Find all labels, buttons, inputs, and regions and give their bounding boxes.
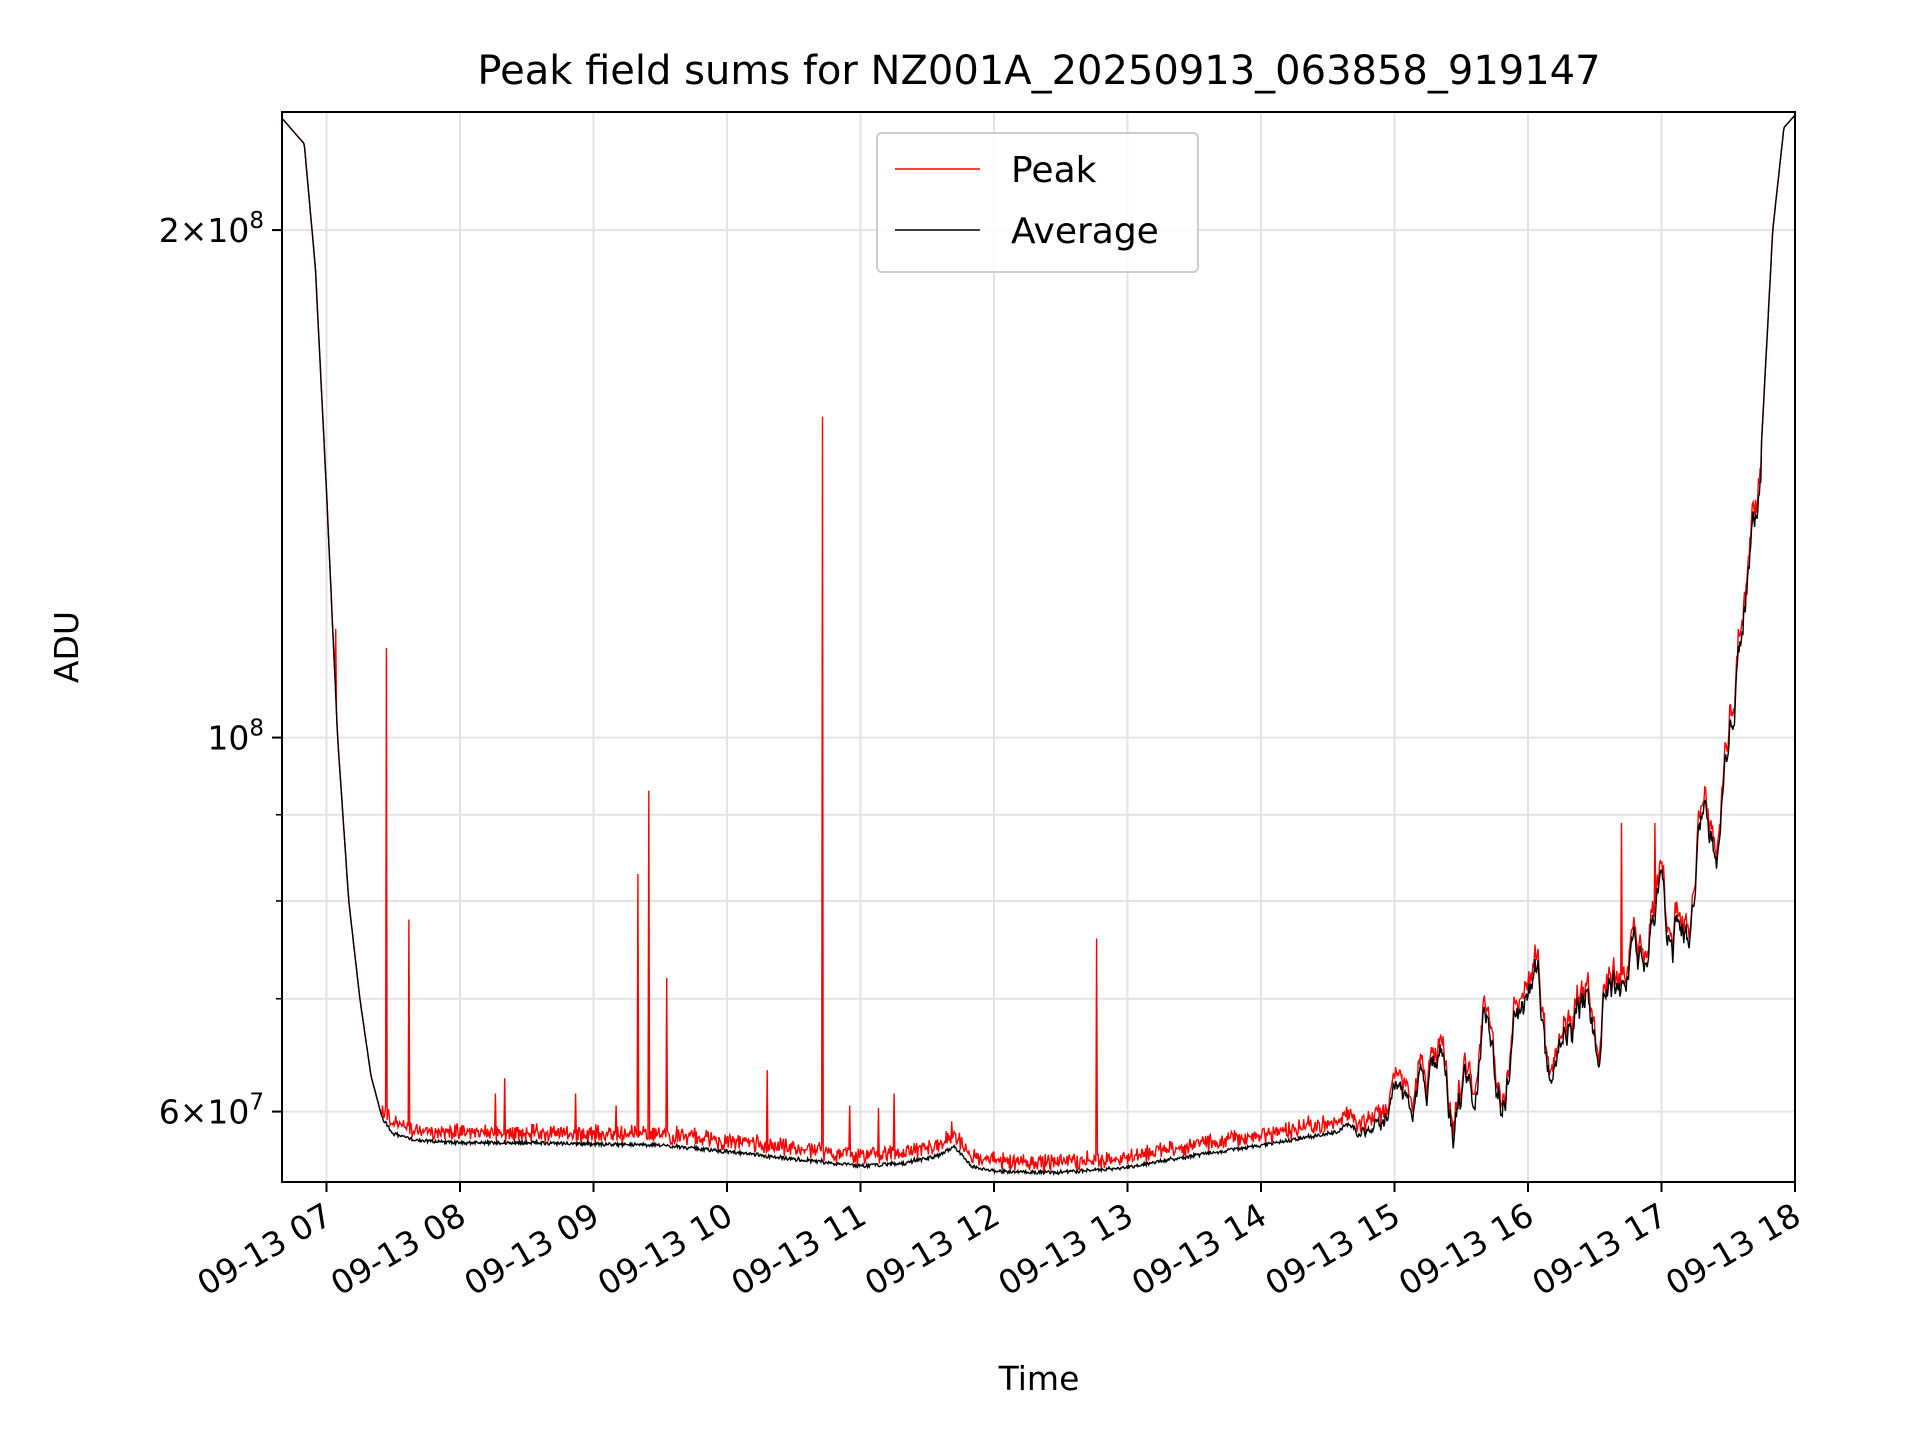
series-line-average [282, 115, 1795, 1177]
chart-title: Peak field sums for NZ001A_20250913_0638… [477, 48, 1600, 94]
y-tick-label: 2×108 [159, 208, 264, 250]
series-line-peak [282, 115, 1795, 1172]
plot-frame [281, 111, 1796, 1183]
y-axis: 2×108 108 6×107 [159, 208, 282, 1132]
y-tick-label: 6×107 [159, 1090, 264, 1132]
legend-label-peak: Peak [1011, 150, 1097, 191]
grid [282, 112, 1796, 1182]
y-axis-title: ADU [47, 611, 86, 683]
legend-box [876, 132, 1199, 273]
legend-label-average: Average [1011, 211, 1159, 252]
series-layer [282, 115, 1795, 1177]
x-axis-title: Time [998, 1359, 1080, 1398]
legend: Peak Average [876, 132, 1199, 273]
y-tick-label: 108 [207, 716, 264, 758]
